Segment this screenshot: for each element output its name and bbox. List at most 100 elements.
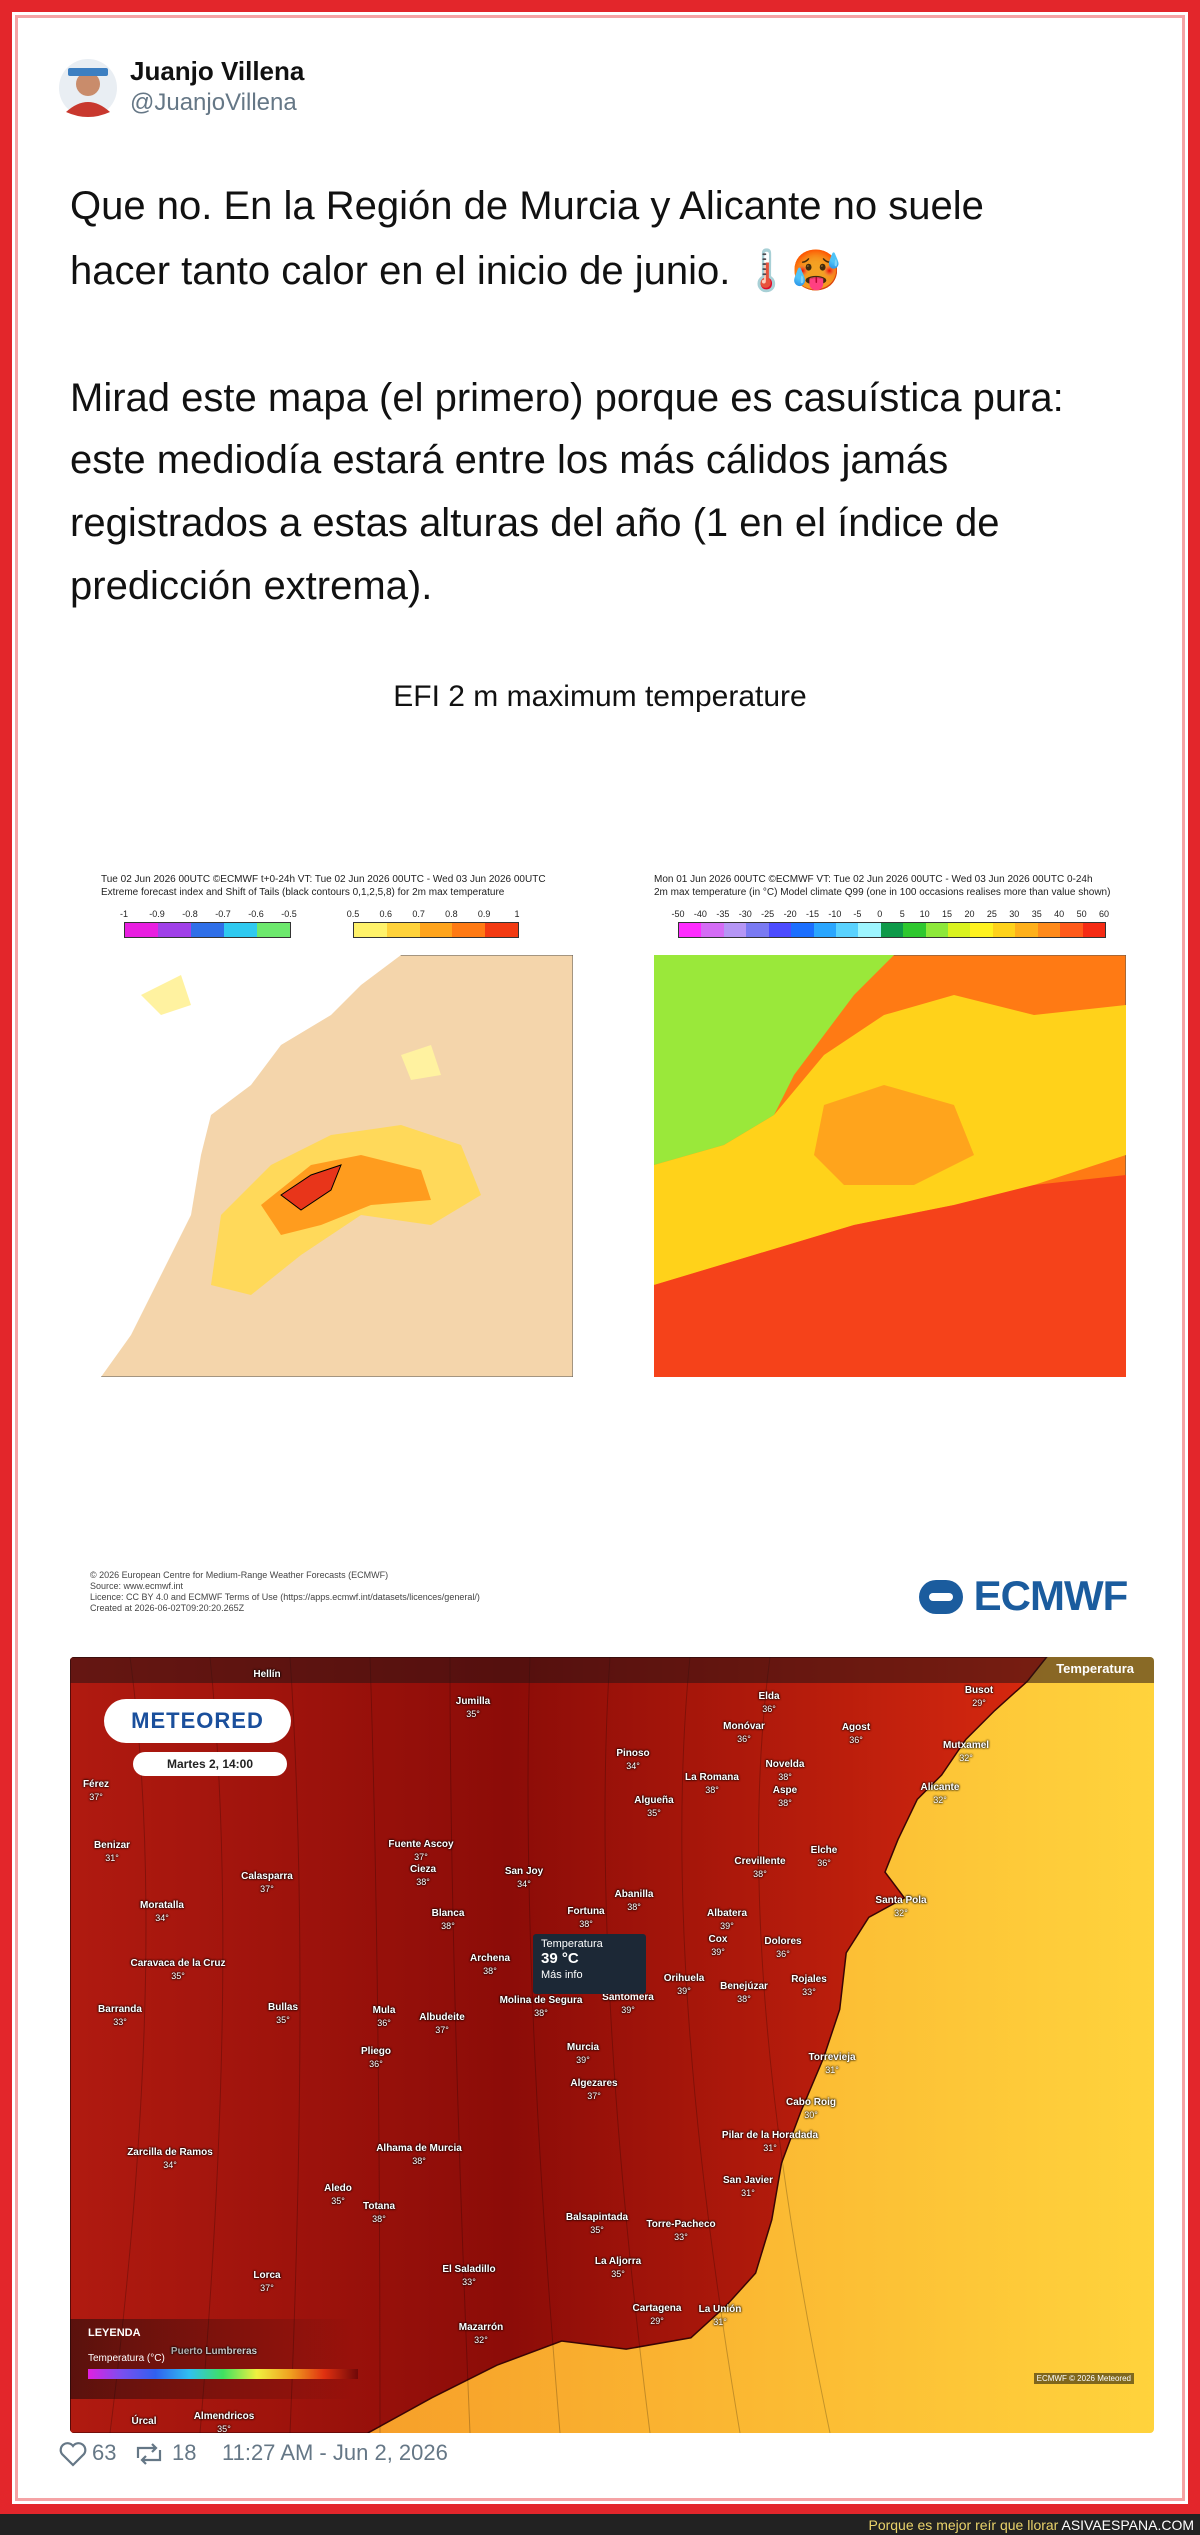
colorbar-label: -1 [119,909,129,919]
city-label: Cieza 38° [410,1864,436,1888]
credit-line: Created at 2026-06-02T09:20:20.265Z [90,1603,245,1613]
colorbar-cell [925,923,949,937]
avatar[interactable] [58,58,118,118]
city-label: Murcia 39° [567,2042,599,2066]
city-temp: 31° [713,2317,727,2327]
colorbar-label: 30 [1009,909,1020,919]
city-name: Pilar de la Horadada [721,2130,819,2141]
city-temp: 35° [276,2015,290,2025]
city-temp: 33° [462,2277,476,2287]
colorbar-cell [701,923,724,937]
city-label: Úrcal [131,2416,156,2428]
city-temp: 38° [412,2156,426,2166]
city-label: Torre-Pacheco 33° [646,2219,715,2243]
city-temp: 39° [576,2055,590,2065]
logo-mark [919,1580,963,1614]
author-handle[interactable]: @JuanjoVillena [130,89,297,116]
weather-map [101,955,573,1377]
tweet-line: hacer tanto calor en el inicio de junio.… [70,249,842,293]
city-temp: 33° [802,1987,816,1997]
city-label: Almendricos 35° [194,2411,255,2433]
city-name: La Unión [698,2304,742,2315]
footer-text: Porque es mejor reír que llorar ASIVAESP… [868,2517,1194,2533]
city-label: Pliego 36° [361,2046,391,2070]
city-temp: 37° [89,1792,103,1802]
city-name: Bullas [267,2002,299,2013]
city-temp: 38° [753,1869,767,1879]
city-label: Pilar de la Horadada 31° [722,2130,818,2154]
meteored-map[interactable]: Temperatura METEORED Martes 2, 14:00 Hellín… [70,1657,1154,2433]
city-name: Elche [810,1845,838,1856]
city-label: Elche 36° [811,1845,838,1869]
colorbar-label: 60 [1098,909,1110,919]
footer-site[interactable]: ASIVAESPANA.COM [1061,2517,1194,2533]
city-name: Busot [964,1685,994,1696]
top-strip [70,1657,1154,1683]
ecmwf-logo: ECMWF [919,1572,1128,1620]
colorbar-cell [746,923,769,937]
city-name: Albudeite [419,2012,465,2023]
colorbar-cell [125,923,158,937]
city-name: Elda [758,1691,780,1702]
city-temp: 35° [466,1709,480,1719]
colorbar-label: 0.6 [379,909,393,919]
meteored-logo[interactable]: METEORED [104,1699,291,1743]
city-label: Santa Pola 32° [875,1895,926,1919]
city-label: Aledo 35° [324,2183,352,2207]
city-label: Balsapintada 35° [566,2212,628,2236]
colorbar-cell [1015,923,1038,937]
city-temp: 36° [762,1704,776,1714]
city-label: El Saladillo 33° [442,2264,495,2288]
city-name: Abanilla [614,1889,654,1900]
city-name: Novelda [765,1759,805,1770]
city-temp: 39° [621,2005,635,2015]
city-temp: 34° [155,1913,169,1923]
road [199,1657,224,2433]
city-label: San Joy 34° [505,1866,543,1890]
colorbar-cell [948,923,971,937]
city-label: Totana 38° [363,2201,395,2225]
city-name: Torre-Pacheco [646,2219,716,2230]
colorbar-label: -30 [738,909,752,919]
retweet-count: 18 [172,2440,197,2465]
city-temp: 35° [647,1808,661,1818]
colorbar-label: 25 [986,909,997,919]
colorbar-cell [452,923,486,937]
city-name: Monóvar [723,1721,765,1732]
road [604,1657,651,2433]
city-label: Orihuela 39° [664,1973,705,1997]
colorbar-label: 40 [1054,909,1065,919]
city-label: La Aljorra 35° [595,2256,641,2280]
colorbar-label: 0.8 [445,909,458,919]
city-label: Albudeite 37° [419,2012,465,2036]
colorbar-label: -0.8 [182,909,198,919]
colorbar-cell [768,923,792,937]
city-label: Cabo Roig 30° [786,2097,836,2121]
legend: LEYENDA Temperatura (°C) [70,2319,358,2399]
colorbar-cell [858,923,881,937]
author-name[interactable]: Juanjo Villena [130,56,305,86]
tooltip-link[interactable]: Más info [541,1969,583,1981]
road [449,1657,471,2433]
timestamp[interactable]: 11:27 AM - Jun 2, 2026 [222,2440,448,2465]
figure-title: EFI 2 m maximum temperature [393,680,807,713]
city-label: Moratalla 34° [140,1900,184,1924]
hotter [654,1175,1126,1377]
city-temp: 38° [627,1902,641,1912]
like-icon[interactable] [58,2440,88,2468]
city-temp: 36° [737,1734,751,1744]
colorbar-cell [224,923,257,937]
road [527,1657,561,2433]
city-name: Albatera [706,1908,748,1919]
city-temp: 32° [894,1908,908,1918]
city-name: Lorca [253,2270,281,2281]
tweet-line: Que no. En la Región de Murcia y Alicant… [70,184,984,228]
city-label: Pinoso 34° [616,1748,649,1772]
city-name: Mutxamel [942,1740,990,1751]
credit-line: Licence: CC BY 4.0 and ECMWF Terms of Us… [90,1592,480,1602]
city-name: Barranda [98,2004,142,2015]
tweet-card: Juanjo Villena @JuanjoVillena Que no. En… [12,12,1188,2504]
retweet-icon[interactable] [132,2440,166,2468]
colorbar-cell [679,923,702,937]
colorbar-label: 20 [964,909,975,919]
